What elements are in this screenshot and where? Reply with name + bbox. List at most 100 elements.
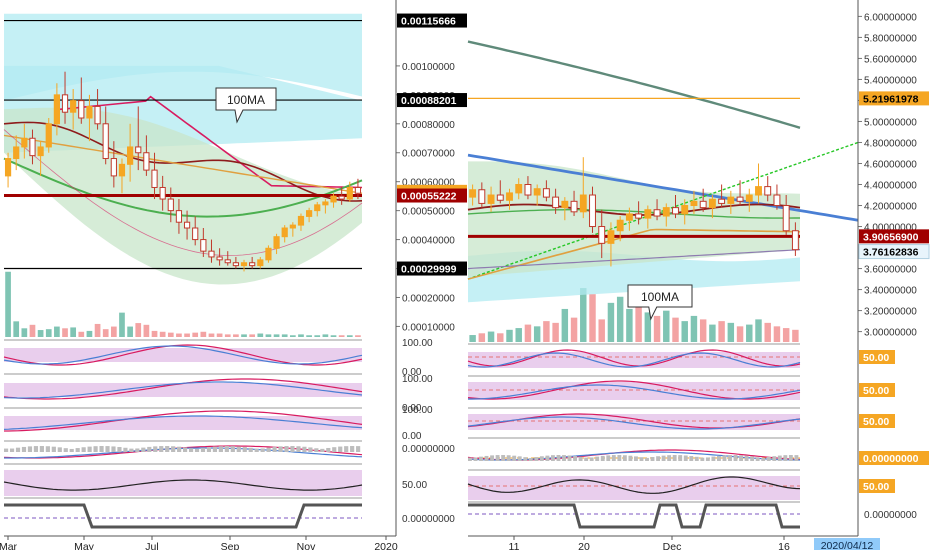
moving-average-line bbox=[3, 134, 363, 194]
histogram-bar bbox=[639, 457, 644, 461]
volume-bar bbox=[736, 326, 744, 342]
candle-body bbox=[346, 186, 353, 200]
candle-body bbox=[21, 137, 28, 148]
histogram-bar bbox=[694, 456, 699, 461]
volume-bar bbox=[86, 330, 93, 337]
candle-body bbox=[708, 198, 716, 209]
x-axis-tick-label: 11 bbox=[509, 541, 520, 550]
histogram-bar bbox=[678, 455, 683, 461]
candle-body bbox=[200, 239, 207, 252]
histogram-bar bbox=[266, 447, 271, 452]
volume-bar bbox=[727, 322, 735, 342]
moving-average-line bbox=[467, 153, 859, 222]
volume-bar bbox=[70, 327, 77, 337]
volume-bar bbox=[598, 319, 605, 342]
state-step-line bbox=[468, 503, 800, 529]
oscillator-tick-label: 0.00 bbox=[402, 431, 422, 442]
moving-average-line bbox=[3, 129, 363, 256]
histogram-bar bbox=[33, 446, 39, 452]
histogram-bar bbox=[99, 446, 104, 452]
histogram-bar bbox=[611, 455, 616, 461]
histogram-bar bbox=[777, 455, 782, 461]
x-axis-tick-label: Jul bbox=[145, 541, 158, 550]
candle-body bbox=[745, 194, 753, 202]
histogram-bar bbox=[356, 446, 361, 452]
candle-body bbox=[167, 198, 174, 212]
volume-bar bbox=[681, 321, 688, 342]
volume-bar bbox=[62, 328, 68, 337]
candle-body bbox=[469, 189, 477, 198]
candle-body bbox=[102, 123, 109, 160]
y-axis-tick-label: 3.00000000 bbox=[864, 328, 917, 339]
histogram-bar bbox=[551, 455, 555, 461]
candle-body bbox=[598, 226, 606, 244]
candle-body bbox=[791, 230, 799, 251]
histogram-bar bbox=[188, 448, 194, 452]
histogram-bar bbox=[479, 456, 483, 461]
oscillator-band bbox=[468, 414, 800, 430]
candle-body bbox=[607, 230, 615, 244]
oscillator-tick-label: 0.00000000 bbox=[864, 510, 917, 521]
candle-body bbox=[672, 207, 679, 215]
oscillator-tick-label: 100.00 bbox=[402, 338, 433, 349]
histogram-bar bbox=[242, 447, 247, 452]
price-badge-label: 5.21961978 bbox=[863, 93, 919, 105]
volume-bar bbox=[322, 334, 329, 337]
oscillator-badge bbox=[859, 414, 895, 428]
histogram-bar bbox=[63, 448, 68, 452]
histogram-bar bbox=[51, 446, 56, 452]
candle-body bbox=[159, 186, 166, 200]
left-chart-panel[interactable]: 0.000100000.000200000.000300000.00040000… bbox=[0, 0, 467, 550]
histogram-bar bbox=[562, 455, 566, 461]
oscillator-band bbox=[4, 348, 362, 362]
volume-bar bbox=[273, 334, 280, 337]
candle-body bbox=[13, 146, 20, 160]
volume-bar bbox=[552, 322, 559, 342]
right-chart-panel[interactable]: 3.00000000 3.20000000 3.40000000 3.60000000… bbox=[467, 0, 930, 550]
histogram-bar bbox=[344, 446, 349, 452]
candle-body bbox=[61, 94, 69, 113]
candle-body bbox=[542, 188, 550, 198]
histogram-bar bbox=[545, 455, 550, 461]
price-badge bbox=[859, 91, 929, 106]
volume-bar bbox=[672, 317, 679, 342]
y-axis-tick-label: 3.20000000 bbox=[864, 307, 917, 318]
histogram-bar bbox=[528, 457, 533, 461]
ma-callout-label: 100MA bbox=[227, 93, 265, 107]
volume-bar bbox=[216, 333, 223, 337]
volume-bar bbox=[176, 333, 182, 337]
histogram-bar bbox=[206, 447, 212, 452]
moving-average-line bbox=[467, 249, 801, 270]
histogram-bar bbox=[296, 446, 301, 452]
candle-body bbox=[487, 194, 495, 204]
volume-bar bbox=[487, 331, 495, 342]
histogram-bar bbox=[506, 455, 511, 461]
histogram-bar bbox=[39, 446, 44, 452]
candle-body bbox=[690, 200, 698, 207]
y-axis-tick-label: 0.00010000 bbox=[402, 322, 455, 333]
histogram-bar bbox=[794, 455, 799, 461]
volume-bar bbox=[699, 319, 707, 342]
histogram-bar bbox=[9, 448, 15, 452]
candle-body bbox=[616, 219, 624, 232]
candle-body bbox=[297, 215, 305, 226]
candle-body bbox=[322, 201, 329, 206]
candle-body bbox=[306, 210, 313, 217]
oscillator-line bbox=[3, 345, 363, 365]
histogram-bar bbox=[617, 455, 622, 461]
histogram-bar bbox=[490, 455, 495, 461]
oscillator-line bbox=[467, 416, 801, 430]
volume-bar bbox=[607, 302, 615, 342]
histogram-bar bbox=[589, 457, 594, 461]
candle-body bbox=[183, 221, 191, 229]
volume-bar bbox=[346, 335, 353, 337]
histogram-bar bbox=[21, 446, 27, 452]
histogram-bar bbox=[129, 448, 134, 452]
volume-bar bbox=[478, 333, 486, 342]
histogram-bar bbox=[783, 455, 788, 461]
x-axis-tick-label: 2020 bbox=[374, 541, 398, 550]
volume-bar bbox=[29, 324, 36, 337]
volume-bar bbox=[281, 334, 288, 337]
oscillator-badge-label: 0.00000000 bbox=[863, 453, 919, 465]
volume-bar bbox=[208, 333, 215, 337]
